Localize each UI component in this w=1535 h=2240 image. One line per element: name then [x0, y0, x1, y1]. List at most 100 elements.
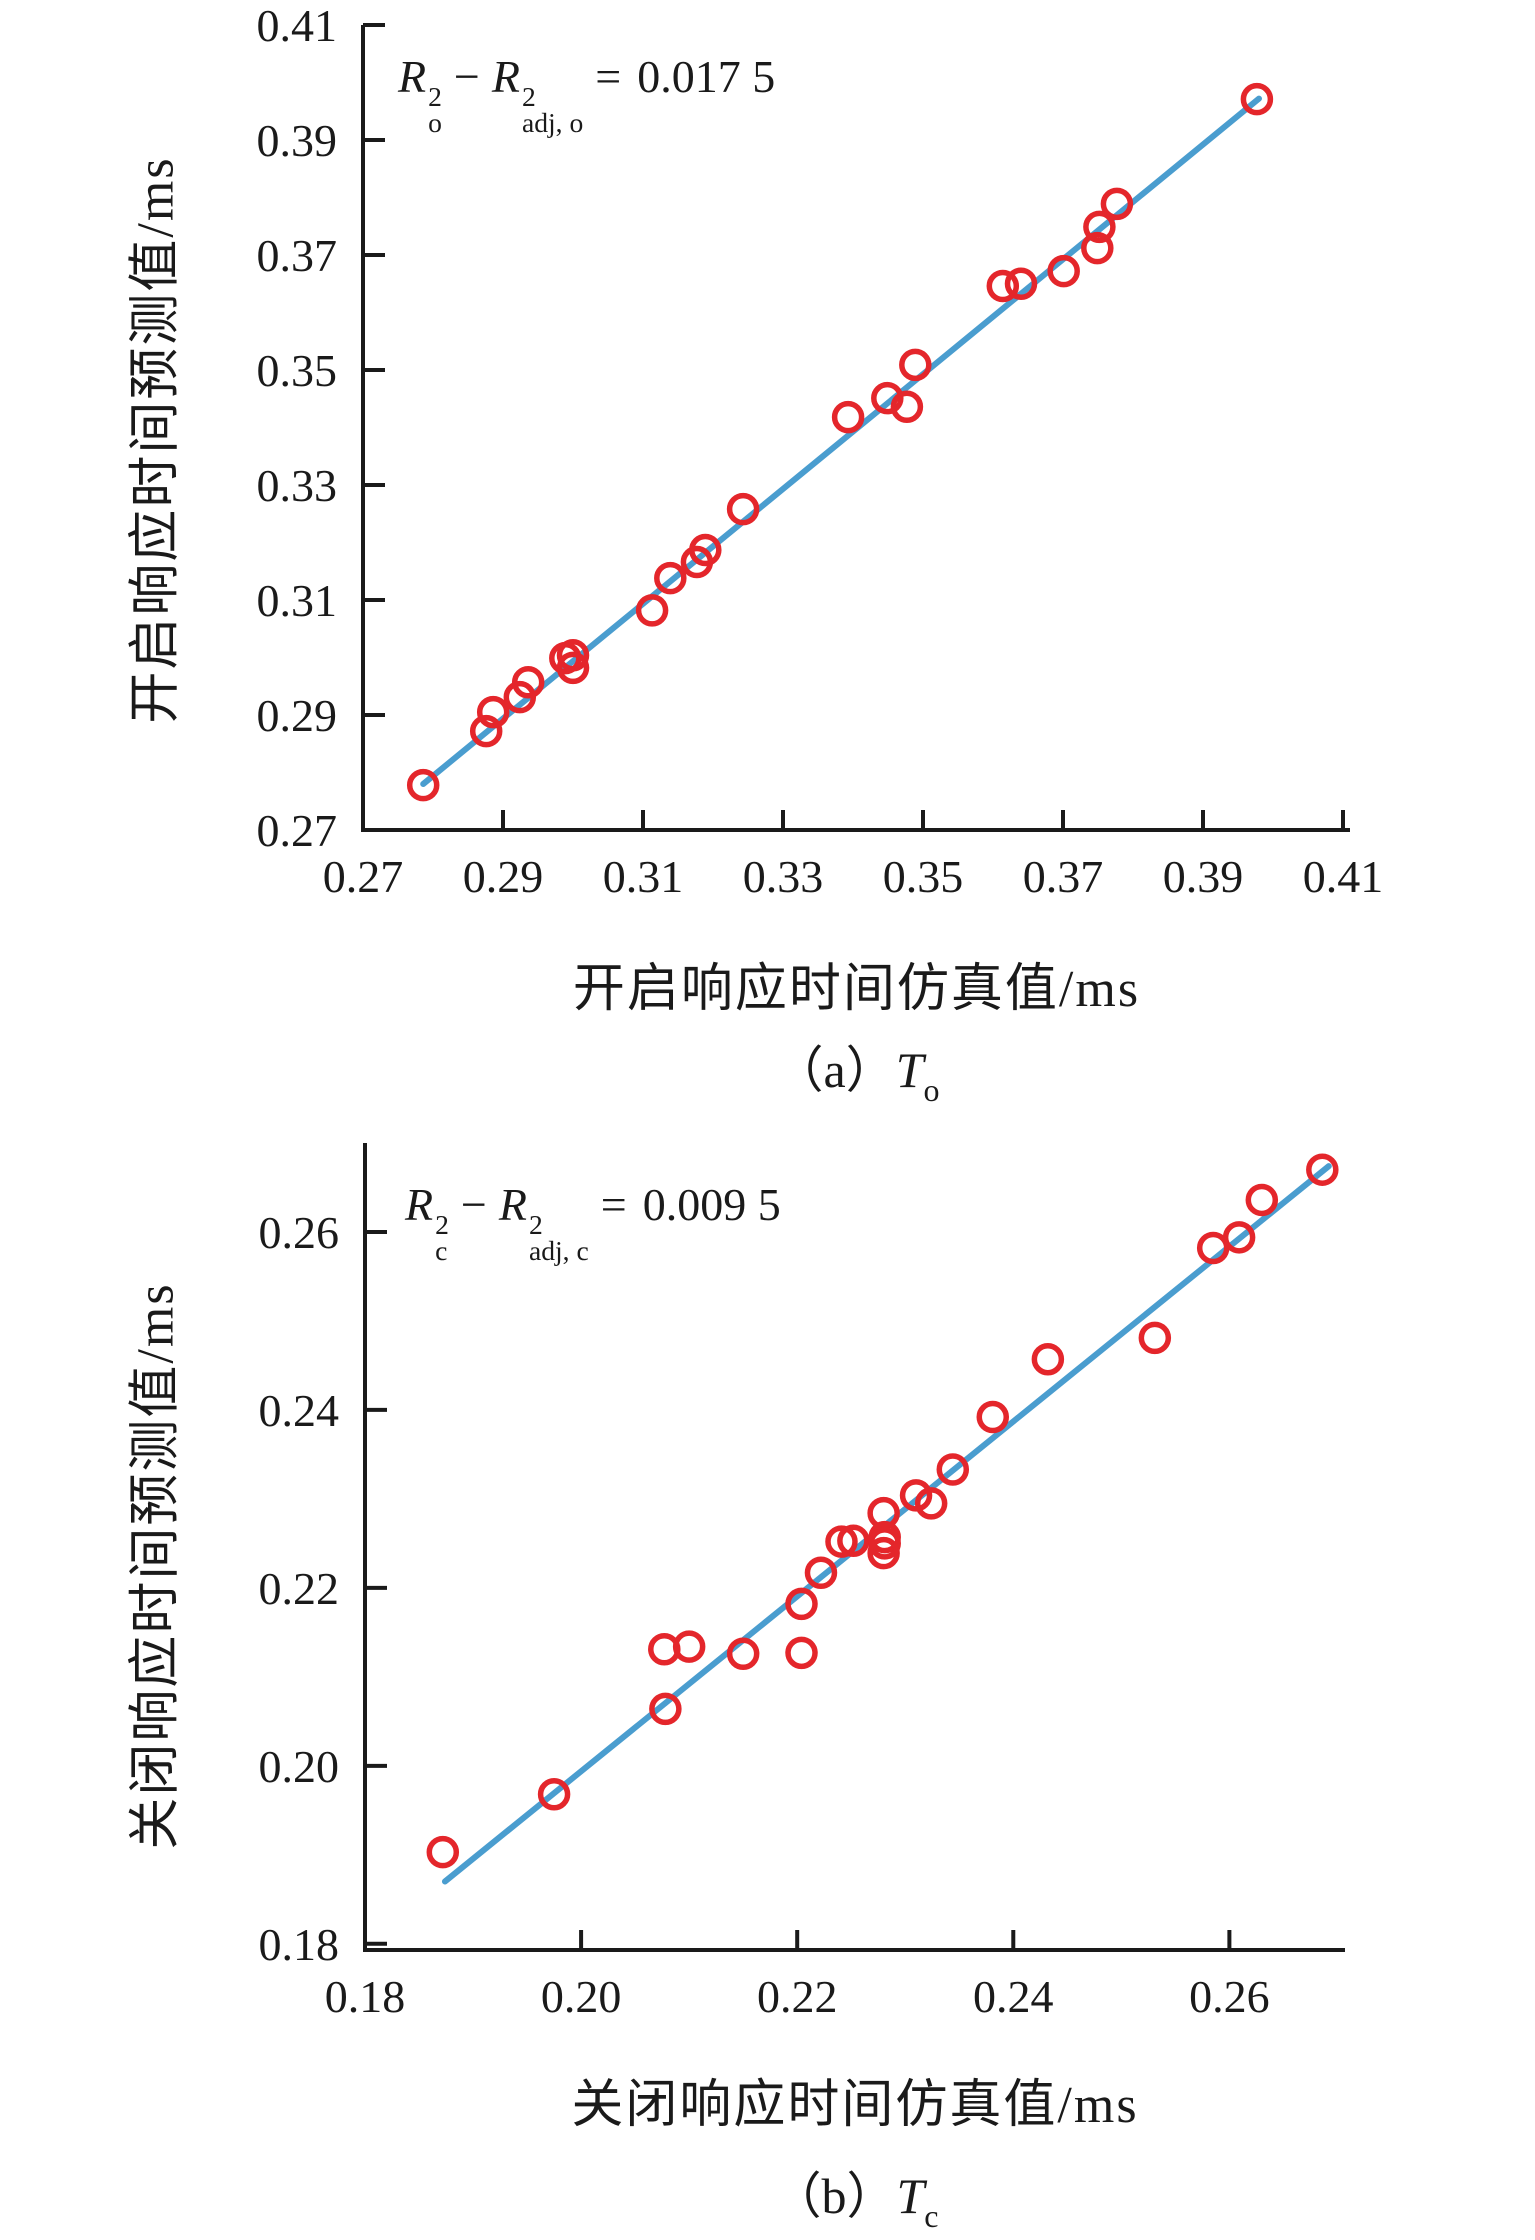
scatter-point	[1138, 1321, 1172, 1355]
scatter-point	[469, 714, 503, 748]
scatter-point	[914, 1487, 948, 1520]
scatter-point	[1047, 254, 1080, 288]
x-tick-label: 0.39	[1163, 851, 1244, 902]
x-axis-title-b: 关闭响应时间仿真值/ms	[571, 2077, 1139, 2134]
data-points-b	[426, 1153, 1339, 1869]
scatter-point	[1083, 210, 1116, 244]
caption-a-subscript: o	[923, 1072, 940, 1108]
scatter-point	[649, 1692, 682, 1726]
y-tick-label: 0.41	[257, 0, 338, 51]
x-tick-label: 0.33	[743, 851, 824, 902]
x-tick-label: 0.41	[1303, 851, 1384, 902]
r-adj-subscript: adj, c	[528, 1235, 589, 1266]
y-axis-title-a: 开启响应时间预测值/ms	[127, 156, 185, 724]
caption-a-symbol: T	[895, 1042, 924, 1098]
x-tick-label: 0.18	[325, 1971, 406, 2022]
r-subscript: o	[428, 107, 442, 138]
r2-difference-value: 0.009 5	[642, 1179, 781, 1230]
y-tick-label: 0.20	[259, 1741, 340, 1792]
x-tick-label: 0.31	[603, 851, 684, 902]
y-tick-label: 0.27	[257, 805, 338, 856]
scatter-point	[1240, 82, 1274, 116]
r-symbol: R	[405, 1179, 434, 1230]
equals-sign: =	[600, 1179, 627, 1230]
r-adj-superscript: 2	[528, 1208, 543, 1240]
equals-sign: =	[595, 51, 622, 102]
y-tick-label: 0.35	[257, 345, 338, 396]
minus-sign: −	[460, 1179, 487, 1230]
r-superscript: 2	[428, 80, 442, 112]
scatter-point	[1031, 1342, 1065, 1376]
scatter-point	[1081, 231, 1114, 265]
scatter-point	[1245, 1183, 1279, 1217]
scatter-point	[890, 390, 924, 424]
y-axis-title-b: 关闭响应时间预测值/ms	[127, 1282, 185, 1850]
x-tick-label: 0.29	[463, 851, 544, 902]
ticks-a	[361, 23, 1345, 832]
scatter-point	[785, 1587, 818, 1621]
y-tick-label: 0.33	[257, 460, 338, 511]
scatter-point	[1004, 267, 1038, 300]
x-tick-label: 0.24	[973, 1971, 1054, 2022]
scatter-point	[785, 1636, 818, 1670]
scatter-point	[726, 1637, 760, 1670]
scatter-point	[406, 768, 440, 802]
scatter-point	[556, 651, 590, 685]
y-tick-label: 0.39	[257, 115, 338, 166]
r-superscript: 2	[435, 1208, 449, 1240]
scatter-point	[511, 665, 545, 699]
scatter-point	[831, 400, 865, 434]
annotation-r2-b: R 2 c − R 2 adj, c = 0.009 5	[405, 1179, 781, 1266]
minus-sign: −	[453, 51, 480, 102]
scatter-point	[1222, 1221, 1256, 1254]
scatter-point	[986, 269, 1020, 303]
data-points-a	[406, 82, 1274, 802]
scatter-point	[476, 695, 510, 729]
scatter-point	[556, 638, 590, 672]
y-tick-label: 0.31	[257, 575, 338, 626]
x-tick-label: 0.27	[323, 851, 404, 902]
scatter-point	[825, 1525, 858, 1558]
annotation-r2-a: R 2 o − R 2 adj, o = 0.017 5	[398, 51, 776, 138]
r-adj-symbol: R	[498, 1179, 527, 1230]
x-axis-title-a: 开启响应时间仿真值/ms	[572, 961, 1141, 1018]
r2-difference-value: 0.017 5	[637, 51, 776, 102]
y-tick-label: 0.18	[259, 1919, 340, 1970]
scatter-point	[1100, 187, 1134, 221]
y-tick-label: 0.37	[257, 230, 338, 281]
ticks-b	[363, 1229, 1232, 1950]
y-tick-label: 0.24	[259, 1385, 340, 1436]
tick-labels-b: 0.18 0.20 0.22 0.24 0.26 0.18 0.20 0.22 0.24 0.26	[259, 1207, 1270, 2022]
scatter-point	[867, 1496, 900, 1530]
r-subscript: c	[435, 1235, 448, 1266]
caption-b-label: （b）	[771, 2168, 897, 2224]
scatter-point	[1196, 1231, 1230, 1265]
scatter-point	[672, 1630, 706, 1663]
scatter-point	[1306, 1153, 1339, 1186]
r-symbol: R	[398, 51, 427, 102]
scatter-point	[654, 561, 687, 595]
scatter-point	[867, 1536, 900, 1570]
r-adj-subscript: adj, o	[521, 107, 584, 138]
caption-b-subscript: c	[924, 2198, 939, 2234]
scatter-point	[804, 1556, 838, 1589]
plot-b: 0.18 0.20 0.22 0.24 0.26 0.18 0.20 0.22 0.24 0.26	[259, 1143, 1345, 2022]
caption-b-symbol: T	[896, 2168, 925, 2224]
x-tick-label: 0.37	[1023, 851, 1104, 902]
scatter-point	[899, 348, 932, 382]
caption-b: （b）Tc	[365, 2156, 1345, 2235]
r-adj-symbol: R	[491, 51, 520, 102]
scatter-point	[936, 1453, 970, 1486]
scatter-point	[689, 533, 722, 567]
fit-line-a	[420, 95, 1262, 787]
y-tick-label: 0.29	[257, 690, 338, 741]
scatter-point	[726, 492, 760, 526]
caption-a-label: （a）	[773, 1042, 896, 1098]
y-tick-label: 0.22	[259, 1563, 340, 1614]
scatter-point	[426, 1835, 460, 1869]
y-tick-label: 0.26	[259, 1207, 340, 1258]
x-tick-label: 0.26	[1189, 1971, 1270, 2022]
r-adj-superscript: 2	[521, 80, 536, 112]
